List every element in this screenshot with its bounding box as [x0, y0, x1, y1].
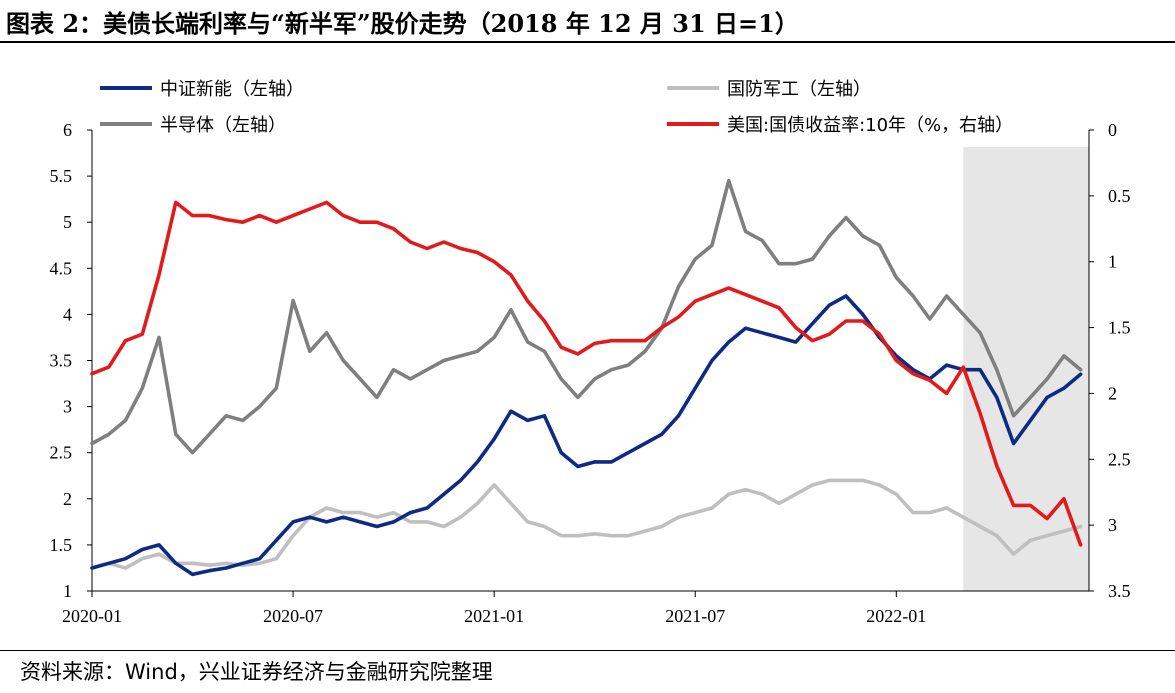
right-tick-label: 0 [1108, 120, 1117, 140]
left-tick-label: 4.5 [50, 258, 73, 278]
x-tick-label: 2022-01 [866, 606, 926, 626]
series-line [90, 200, 1083, 547]
left-tick-label: 1.5 [50, 535, 73, 555]
legend-label: 美国:国债收益率:10年（%，右轴） [727, 115, 1013, 136]
left-tick-label: 1 [63, 581, 72, 601]
right-tick-label: 3.5 [1108, 581, 1131, 601]
left-tick-label: 6 [63, 120, 72, 140]
left-tick-label: 2 [63, 489, 72, 509]
right-tick-label: 2 [1108, 383, 1117, 403]
left-tick-label: 3 [63, 397, 72, 417]
series-line [90, 478, 1083, 570]
right-tick-label: 0.5 [1108, 186, 1131, 206]
chart-title: 图表 2：美债长端利率与“新半军”股价走势（2018 年 12 月 31 日=1… [6, 9, 799, 38]
right-tick-label: 1.5 [1108, 318, 1131, 338]
legend-label: 国防军工（左轴） [727, 79, 871, 100]
shaded-period [963, 147, 1089, 591]
source-divider [0, 650, 1175, 651]
series-line [90, 178, 1083, 455]
legend-label: 半导体（左轴） [160, 115, 286, 136]
right-tick-label: 3 [1108, 515, 1117, 535]
legend: 中证新能（左轴） 国防军工（左轴） 半导体（左轴） 美国:国债收益率:10年（%，右轴… [100, 79, 1013, 136]
source-note: 资料来源：Wind，兴业证券经济与金融研究院整理 [20, 660, 493, 684]
series-lines [90, 178, 1083, 577]
legend-label: 中证新能（左轴） [160, 79, 304, 100]
left-tick-label: 2.5 [50, 443, 73, 463]
left-tick-label: 4 [63, 304, 72, 324]
left-tick-label: 5 [63, 212, 72, 232]
x-tick-label: 2020-07 [263, 606, 323, 626]
left-tick-label: 3.5 [50, 351, 73, 371]
right-tick-label: 2.5 [1108, 449, 1131, 469]
x-tick-label: 2021-07 [665, 606, 725, 626]
left-tick-label: 5.5 [50, 166, 73, 186]
x-tick-label: 2020-01 [62, 606, 122, 626]
title-divider [0, 41, 1175, 43]
line-chart: 1 1.5 2 2.5 3 3.5 4 4.5 5 5.5 6 0 0.5 1 1.5 2 2.5 3 3.5 202… [50, 79, 1131, 626]
right-tick-label: 1 [1108, 252, 1117, 272]
x-tick-label: 2021-01 [464, 606, 524, 626]
series-line [90, 294, 1083, 577]
chart-axes: 1 1.5 2 2.5 3 3.5 4 4.5 5 5.5 6 0 0.5 1 1.5 2 2.5 3 3.5 202… [50, 120, 1131, 626]
